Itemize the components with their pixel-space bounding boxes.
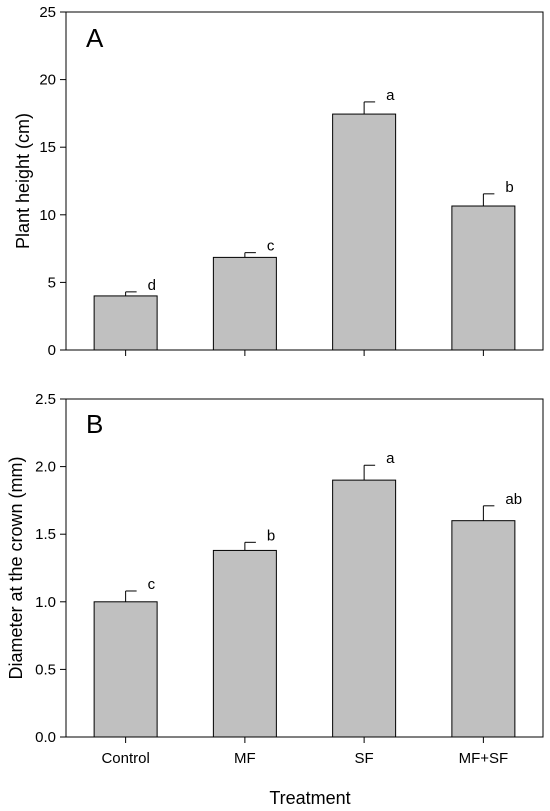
panel-a: 0 5 10 15 20 25 Plant height (cm) Ad c a b [13, 4, 544, 359]
significance-letter: a [386, 450, 395, 467]
x-tick-label: MF+SF [459, 750, 509, 767]
x-tick-label: Control [101, 750, 149, 767]
x-tick-label: SF [355, 750, 374, 767]
significance-letter: a [386, 87, 395, 104]
x-axis-title: Treatment [269, 788, 350, 808]
panel-letter: A [86, 23, 104, 53]
panel-letter: B [86, 409, 103, 439]
significance-letter: d [148, 277, 156, 294]
y-tick-label: 0.0 [35, 729, 56, 746]
y-tick-label: 2.5 [35, 391, 56, 408]
bar-sf [332, 479, 397, 738]
y-tick-label: 2.0 [35, 459, 56, 476]
y-axis-title: Plant height (cm) [13, 113, 33, 249]
bar-mf [212, 549, 277, 738]
bar-control [93, 295, 158, 351]
y-tick-label: 25 [39, 4, 56, 21]
significance-letter: c [148, 576, 156, 593]
y-tick-label: 0.5 [35, 661, 56, 678]
significance-letter: b [267, 527, 275, 544]
plot-frame [65, 11, 544, 351]
x-tick-label: MF [234, 750, 256, 767]
y-tick-label: 10 [39, 207, 56, 224]
plot-frame [65, 398, 544, 738]
y-tick-label: 0 [48, 342, 56, 359]
panel-b: 0.0 0.5 1.0 1.5 2.0 2.5 Diameter at the crown … [6, 391, 544, 767]
bar-mf-sf [451, 205, 516, 351]
bar-mf [212, 256, 277, 351]
y-tick-label: 1.0 [35, 594, 56, 611]
bar-mf-sf [451, 520, 516, 738]
y-tick-label: 5 [48, 274, 56, 291]
y-tick-label: 1.5 [35, 526, 56, 543]
bar-control [93, 601, 158, 738]
significance-letter: c [267, 238, 275, 255]
y-axis-title: Diameter at the crown (mm) [6, 456, 26, 679]
significance-letter: b [505, 179, 513, 196]
significance-letter: ab [505, 491, 522, 508]
y-tick-label: 15 [39, 139, 56, 156]
bar-sf [332, 113, 397, 351]
y-tick-label: 20 [39, 72, 56, 89]
